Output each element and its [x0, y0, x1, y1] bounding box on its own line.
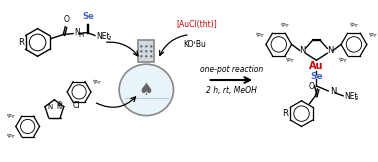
- Text: N: N: [57, 104, 62, 110]
- FancyBboxPatch shape: [138, 40, 154, 62]
- Circle shape: [140, 50, 143, 52]
- Text: $^i$Pr: $^i$Pr: [285, 56, 294, 65]
- Text: 2 h, rt, MeOH: 2 h, rt, MeOH: [206, 86, 257, 95]
- Text: −: −: [79, 98, 86, 107]
- Circle shape: [145, 50, 147, 52]
- Circle shape: [145, 45, 147, 48]
- Text: N: N: [47, 104, 52, 110]
- Circle shape: [140, 55, 143, 58]
- Text: $^i$Pr: $^i$Pr: [349, 20, 359, 30]
- Text: ⊕: ⊕: [56, 101, 62, 107]
- Circle shape: [150, 45, 152, 48]
- FancyArrowPatch shape: [160, 35, 187, 55]
- Text: N: N: [330, 87, 336, 96]
- Text: Cl: Cl: [72, 101, 80, 110]
- Text: $^i$Pr: $^i$Pr: [6, 132, 16, 141]
- Ellipse shape: [119, 64, 174, 116]
- Text: [AuCl(tht)]: [AuCl(tht)]: [176, 20, 217, 29]
- Text: $^i$Pr: $^i$Pr: [280, 20, 290, 30]
- Circle shape: [145, 55, 147, 58]
- Text: R: R: [18, 38, 24, 47]
- Text: O: O: [63, 15, 69, 24]
- Text: KOᵗBu: KOᵗBu: [183, 40, 206, 49]
- Text: N: N: [299, 46, 306, 55]
- Text: H: H: [78, 32, 84, 38]
- FancyArrowPatch shape: [96, 97, 136, 107]
- Text: $^i$Pr: $^i$Pr: [92, 77, 102, 87]
- Text: 2: 2: [108, 36, 111, 41]
- Text: ♠: ♠: [139, 81, 154, 99]
- Text: $^i$Pr: $^i$Pr: [6, 112, 16, 121]
- Circle shape: [140, 45, 143, 48]
- Text: Au: Au: [309, 61, 324, 71]
- Text: R: R: [282, 109, 288, 118]
- Text: N: N: [74, 28, 80, 37]
- Text: NEt: NEt: [96, 32, 110, 41]
- Text: 2: 2: [355, 96, 358, 101]
- Text: one-pot reaction: one-pot reaction: [200, 65, 263, 74]
- Text: Se: Se: [82, 12, 94, 21]
- Text: O: O: [308, 82, 314, 91]
- Text: NEt: NEt: [344, 92, 358, 101]
- FancyArrowPatch shape: [107, 42, 138, 56]
- Text: Se: Se: [310, 72, 323, 81]
- Text: $^i$Pr: $^i$Pr: [368, 31, 378, 40]
- Circle shape: [150, 55, 152, 58]
- Text: N: N: [327, 46, 333, 55]
- Text: $^i$Pr: $^i$Pr: [338, 56, 348, 65]
- Text: $^i$Pr: $^i$Pr: [255, 31, 265, 40]
- Circle shape: [150, 50, 152, 52]
